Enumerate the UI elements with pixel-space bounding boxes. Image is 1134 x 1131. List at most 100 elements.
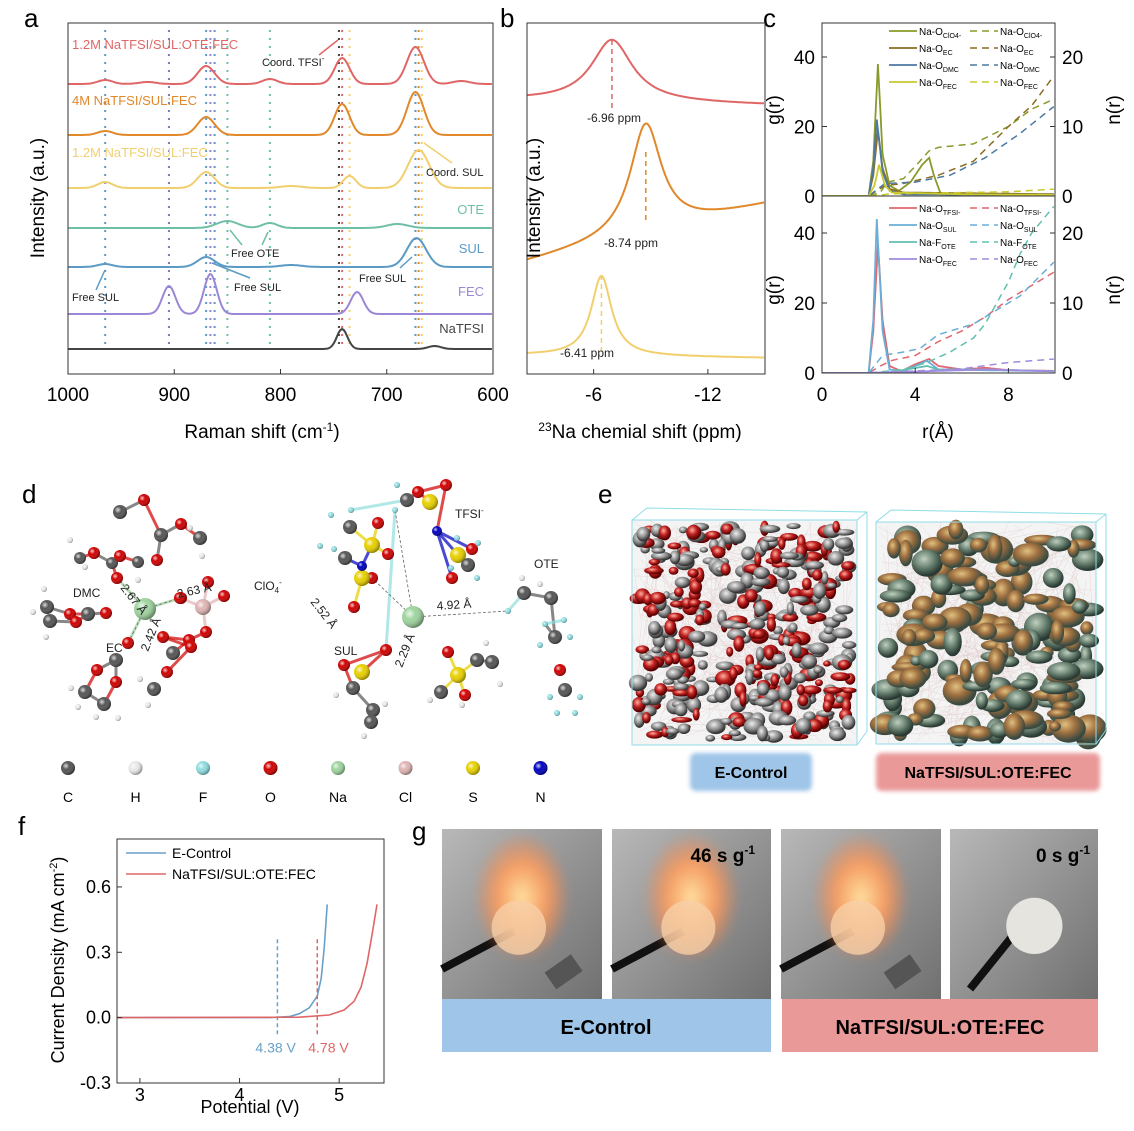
md-box-frame [631, 507, 868, 746]
rdf-bottom-n-label: n(r) [1104, 275, 1125, 305]
md-molecule-blob [987, 647, 1006, 675]
atom-shading [147, 682, 161, 696]
lsv-x-axis-label: Potential (V) [200, 1097, 299, 1117]
bond-48 [384, 509, 397, 651]
atom-shading [497, 681, 503, 687]
nmr-x-tick-label-0: -6 [585, 385, 602, 406]
md-molecule-blob [1039, 682, 1072, 695]
md-molecule-blob [887, 714, 914, 737]
rdf-legend-label-top-1-0: Na-OEC [919, 44, 953, 57]
legend-atom-shading [263, 761, 278, 775]
rdf-x-tick-label-0: 0 [817, 385, 828, 406]
lsv-y-tick-label-2: 0.3 [86, 942, 111, 962]
md-molecule-blob [1051, 714, 1086, 743]
bond-62 [544, 618, 565, 626]
raman-series-label-6: NaTFSI [439, 321, 484, 336]
atom-shading [331, 546, 337, 552]
raman-trace-1 [68, 90, 492, 136]
atom-shading [567, 634, 573, 640]
md-molecule-blob [959, 658, 972, 683]
md-molecule-blob [720, 717, 733, 725]
atom-shading [187, 525, 193, 531]
md-molecule-blob [834, 528, 855, 536]
atom-shading [382, 548, 394, 560]
md-molecule-blob [642, 712, 651, 724]
atom-shading [70, 616, 82, 628]
legend-atom-label-f: F [199, 789, 208, 805]
md-molecule-blob [720, 523, 734, 535]
md-molecule-blob [911, 549, 943, 577]
atom-shading [135, 577, 141, 583]
atom-shading [348, 507, 354, 513]
md-molecule-blob [772, 626, 783, 635]
atom-shading [517, 586, 531, 600]
md-molecule-blob [636, 526, 651, 542]
md-molecule-blob [921, 613, 948, 632]
md-molecule-blob [1022, 593, 1049, 605]
rdf-legend-label-top-3-1: Na-OFEC [1000, 78, 1038, 91]
nmr-trace-2 [527, 274, 764, 359]
md-molecule-blob [752, 629, 766, 639]
md-molecule-blob [648, 558, 661, 566]
atom-shading [440, 479, 452, 491]
md-molecule-blob [791, 642, 802, 658]
md-molecule-blob [674, 586, 684, 598]
label-box-e-control [690, 753, 812, 791]
rdf-top-g-label: g(r) [764, 95, 785, 125]
label-e-control: E-Control [715, 765, 788, 782]
raman-series-label-4: SUL [459, 241, 484, 256]
snapshot-e-control [628, 507, 868, 746]
raman-chart: 1000 900 800 700 600 1.2M NaTFSI/SUL:OTE:FEC… [28, 22, 509, 443]
md-molecule-blob [687, 568, 699, 578]
legend-atom-label-o: O [265, 789, 276, 805]
nmr-trace-1 [527, 122, 765, 261]
md-molecule-blob [628, 674, 648, 692]
md-molecule-blob [648, 621, 661, 636]
md-molecule-blob [800, 604, 819, 616]
md-molecule-blob [801, 685, 822, 695]
atom-shading [427, 697, 433, 703]
md-molecule-blob [698, 603, 707, 610]
rdf-legend-label-top-0-1: Na-OClO4- [1000, 27, 1043, 40]
md-molecule-blob [918, 650, 939, 669]
atom-shading [537, 642, 543, 648]
md-molecule-blob [1003, 713, 1026, 740]
atom-shading [461, 558, 475, 572]
md-molecule-blob [634, 712, 645, 728]
md-molecule-blob [1025, 650, 1053, 664]
raman-x-tick-label-0: 1000 [47, 385, 89, 406]
md-molecule-blob [820, 571, 829, 585]
legend-atom-label-n: N [535, 789, 545, 805]
legend-atom-label-na: Na [329, 789, 347, 805]
md-molecule-blob [887, 538, 901, 559]
lsv-legend-label-1: NaTFSI/SUL:OTE:FEC [172, 866, 316, 882]
rdf-top-n-label: n(r) [1104, 95, 1125, 125]
md-molecule-blob [793, 672, 807, 684]
atom-shading [432, 526, 442, 536]
raman-trace-5 [68, 272, 492, 315]
md-molecule-blob [823, 626, 835, 635]
atom-shading [110, 676, 122, 688]
md-molecule-blob [650, 551, 672, 561]
md-molecule-blob [756, 682, 770, 696]
atom-shading [343, 520, 357, 534]
md-molecule-blob [786, 601, 795, 616]
md-molecule-blob [1062, 583, 1076, 605]
atom-shading [161, 666, 173, 678]
md-molecule-blob [877, 637, 899, 658]
md-molecule-blob [1006, 589, 1025, 613]
atom-shading [448, 565, 454, 571]
md-molecule-blob [834, 537, 853, 549]
md-molecule-blob [753, 664, 763, 671]
nmr-peak-label-0: -6.96 ppm [587, 111, 641, 125]
rdf-top-ntick-label-2: 20 [1062, 48, 1083, 69]
atom-shading [434, 685, 448, 699]
atom-shading [175, 518, 187, 530]
rdf-legend-label-bottom-0-0: Na-OTFSI- [919, 204, 961, 217]
md-molecule-blob [776, 566, 790, 578]
md-molecule-blob [727, 580, 746, 594]
md-molecule-blob [664, 655, 674, 666]
label-clo4: ClO4- [254, 578, 282, 595]
